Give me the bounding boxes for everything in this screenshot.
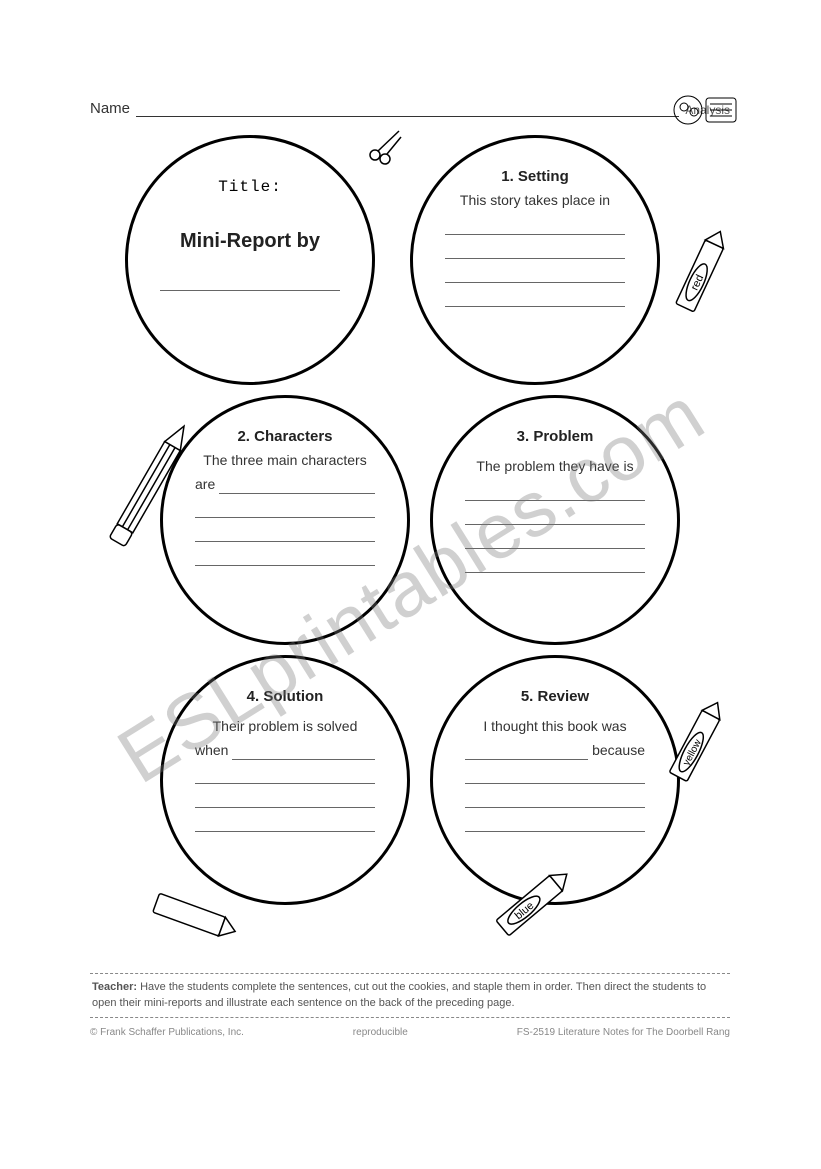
prompt-line1: I thought this book was bbox=[461, 717, 649, 737]
blank-line[interactable] bbox=[445, 241, 625, 259]
prompt: The problem they have is bbox=[461, 457, 649, 477]
blank-line[interactable] bbox=[465, 531, 645, 549]
teacher-label: Teacher: bbox=[92, 981, 137, 993]
circle-title: Title: Mini-Report by bbox=[125, 135, 375, 385]
name-blank-line[interactable] bbox=[136, 103, 679, 117]
copyright: © Frank Schaffer Publications, Inc. bbox=[90, 1026, 244, 1040]
blank-line[interactable] bbox=[195, 524, 375, 542]
blank-line[interactable] bbox=[465, 507, 645, 525]
blank-line[interactable] bbox=[445, 265, 625, 283]
blank-line[interactable] bbox=[465, 790, 645, 808]
blank-line[interactable] bbox=[195, 548, 375, 566]
prompt: This story takes place in bbox=[441, 191, 629, 211]
heading: 5. Review bbox=[461, 688, 649, 705]
mini-report-by-label: Mini-Report by bbox=[156, 230, 344, 253]
circles-container: Title: Mini-Report by 1. Setting This st… bbox=[90, 125, 730, 925]
prompt-line1: The three main characters bbox=[191, 451, 379, 471]
blank-line[interactable] bbox=[465, 555, 645, 573]
blank-line[interactable] bbox=[465, 766, 645, 784]
prompt-line1: Their problem is solved bbox=[191, 717, 379, 737]
footer: Teacher: Have the students complete the … bbox=[90, 973, 730, 1040]
name-label: Name bbox=[90, 100, 130, 117]
prompt-line2: are bbox=[195, 475, 215, 495]
heading: 2. Characters bbox=[191, 428, 379, 445]
heading: 3. Problem bbox=[461, 428, 649, 445]
scissors-icon bbox=[365, 125, 407, 167]
blank-line[interactable] bbox=[465, 746, 588, 760]
blank-line[interactable] bbox=[195, 500, 375, 518]
blank-line[interactable] bbox=[465, 814, 645, 832]
reproducible: reproducible bbox=[353, 1026, 408, 1040]
worksheet-page: Name Analysis red y bbox=[90, 100, 730, 1060]
circle-solution: 4. Solution Their problem is solved when bbox=[160, 655, 410, 905]
prompt-line2: when bbox=[195, 741, 228, 761]
title-label: Title: bbox=[156, 178, 344, 196]
blank-line[interactable] bbox=[219, 480, 375, 494]
blank-line[interactable] bbox=[445, 289, 625, 307]
blank-line[interactable] bbox=[465, 483, 645, 501]
blank-line[interactable] bbox=[195, 814, 375, 832]
prompt-line2-suffix: because bbox=[592, 741, 645, 761]
pub-code: FS-2519 Literature Notes for The Doorbel… bbox=[517, 1026, 730, 1040]
name-row: Name Analysis bbox=[90, 100, 730, 117]
characters-badge-icon bbox=[670, 90, 740, 130]
blank-line[interactable] bbox=[195, 766, 375, 784]
heading: 1. Setting bbox=[441, 168, 629, 185]
teacher-note: Teacher: Have the students complete the … bbox=[90, 973, 730, 1018]
blank-line[interactable] bbox=[445, 217, 625, 235]
circle-problem: 3. Problem The problem they have is bbox=[430, 395, 680, 645]
teacher-text: Have the students complete the sentences… bbox=[92, 981, 706, 1008]
heading: 4. Solution bbox=[191, 688, 379, 705]
blank-line[interactable] bbox=[232, 746, 375, 760]
blank-line[interactable] bbox=[195, 790, 375, 808]
blank-line[interactable] bbox=[160, 273, 340, 291]
credits-row: © Frank Schaffer Publications, Inc. repr… bbox=[90, 1026, 730, 1040]
circle-setting: 1. Setting This story takes place in bbox=[410, 135, 660, 385]
